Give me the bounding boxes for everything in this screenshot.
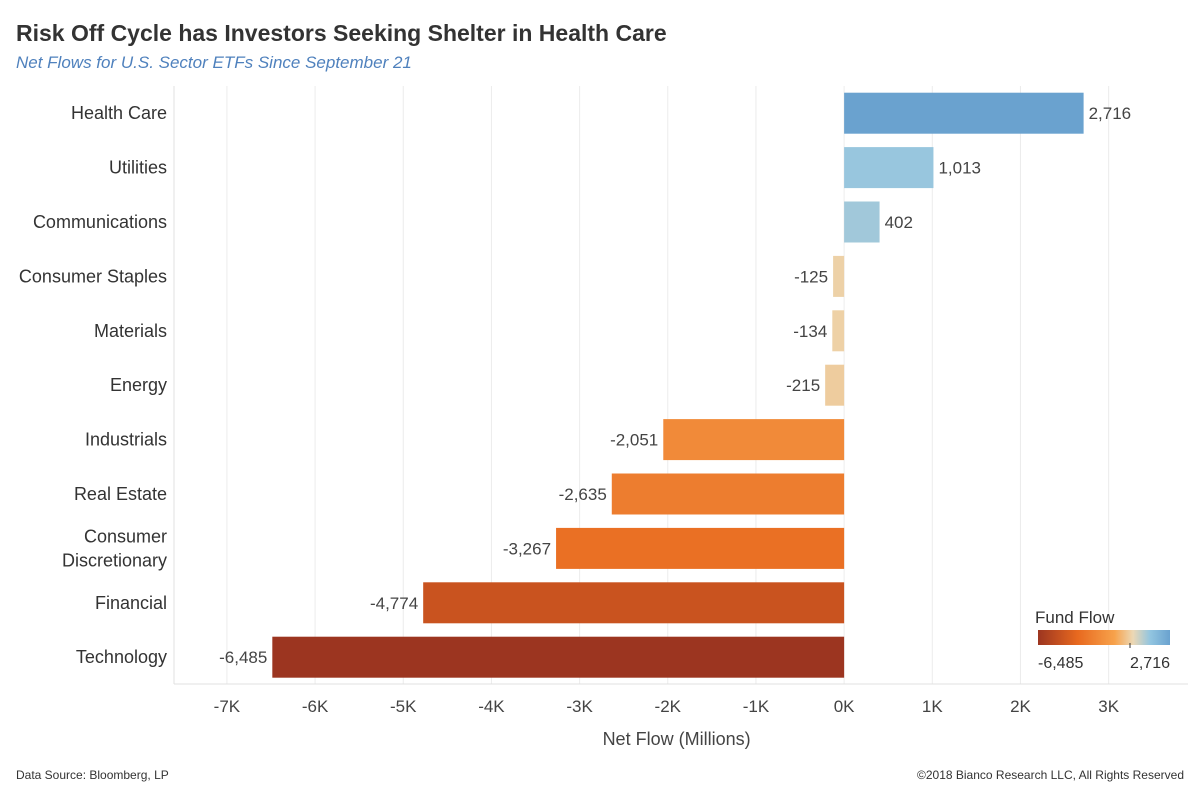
legend-max-label: 2,716 [1130, 655, 1170, 672]
chart-title: Risk Off Cycle has Investors Seeking She… [16, 20, 667, 46]
category-label: Consumer [84, 526, 167, 546]
data-label: -6,485 [219, 648, 267, 667]
bar [844, 201, 880, 243]
x-tick-label: -1K [743, 697, 770, 716]
category-label: Industrials [85, 430, 167, 450]
data-label: -2,635 [559, 485, 607, 504]
category-label: Communications [33, 212, 167, 232]
x-tick-label: -2K [655, 697, 682, 716]
category-label: Discretionary [62, 550, 167, 570]
bar [844, 92, 1084, 134]
bar [423, 582, 845, 624]
bar [556, 527, 845, 569]
x-tick-label: -7K [214, 697, 241, 716]
bar [663, 419, 845, 461]
data-label: -2,051 [610, 431, 658, 450]
chart-subtitle: Net Flows for U.S. Sector ETFs Since Sep… [16, 53, 412, 72]
legend-min-label: -6,485 [1038, 655, 1083, 672]
data-label: -4,774 [370, 594, 418, 613]
data-label: -3,267 [503, 539, 551, 558]
data-label: -125 [794, 267, 828, 286]
category-label: Financial [95, 593, 167, 613]
bar [825, 364, 845, 406]
bar [272, 636, 845, 678]
bar [832, 310, 845, 352]
legend-title: Fund Flow [1035, 608, 1115, 627]
data-label: 402 [885, 213, 913, 232]
x-tick-label: 3K [1098, 697, 1119, 716]
x-axis-title: Net Flow (Millions) [603, 729, 751, 749]
x-tick-label: 0K [834, 697, 855, 716]
x-tick-label: -4K [478, 697, 505, 716]
bar [844, 147, 934, 189]
category-label: Technology [76, 647, 167, 667]
bar [833, 255, 845, 297]
category-label: Energy [110, 375, 167, 395]
x-tick-label: 2K [1010, 697, 1031, 716]
category-label: Consumer Staples [19, 266, 167, 286]
category-label: Materials [94, 321, 167, 341]
category-label: Utilities [109, 158, 167, 178]
data-label: -215 [786, 376, 820, 395]
data-label: 1,013 [938, 159, 981, 178]
x-tick-label: 1K [922, 697, 943, 716]
category-label: Health Care [71, 103, 167, 123]
x-tick-label: -5K [390, 697, 417, 716]
copyright-note: ©2018 Bianco Research LLC, All Rights Re… [917, 768, 1184, 782]
bar [611, 473, 845, 515]
data-source-note: Data Source: Bloomberg, LP [16, 768, 169, 782]
legend-color-bar [1038, 630, 1170, 645]
x-tick-label: -3K [566, 697, 593, 716]
category-label: Real Estate [74, 484, 167, 504]
data-label: -134 [793, 322, 827, 341]
x-tick-label: -6K [302, 697, 329, 716]
data-label: 2,716 [1089, 104, 1132, 123]
